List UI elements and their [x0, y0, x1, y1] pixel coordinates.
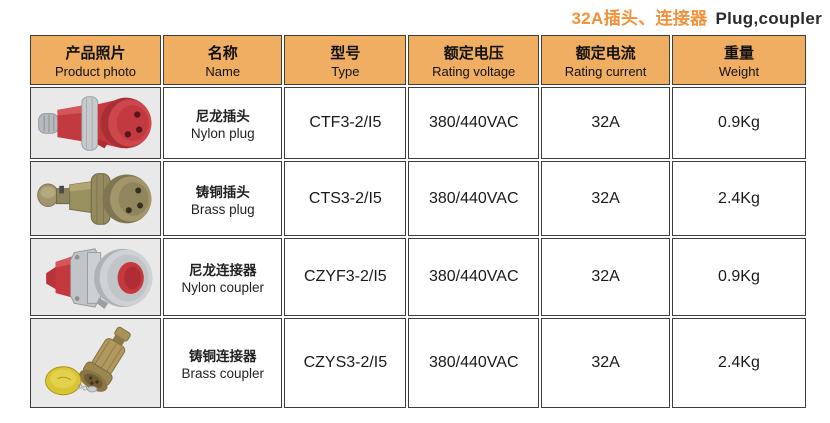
col-header-en: Rating voltage — [432, 63, 516, 79]
product-name-en: Brass coupler — [181, 366, 264, 381]
page-title-cn: 32A插头、连接器 — [571, 9, 708, 28]
col-header-cn: 额定电压 — [443, 44, 504, 62]
col-header-en: Rating current — [564, 63, 647, 79]
product-name-en: Nylon plug — [190, 126, 255, 141]
product-name-cell: 铸铜插头 Brass plug — [162, 161, 283, 236]
col-header-en: Name — [205, 63, 241, 79]
col-header-type: 型号 Type — [284, 35, 407, 85]
product-name-cell: 尼龙连接器 Nylon coupler — [162, 238, 283, 316]
product-type-cell: CZYF3-2/I5 — [284, 238, 407, 316]
table-row: 尼龙插头 Nylon plug CTF3-2/I5 380/440VAC 32A… — [30, 87, 806, 159]
product-voltage-cell: 380/440VAC — [408, 87, 540, 159]
product-current-cell: 32A — [541, 161, 670, 236]
brass-coupler-photo — [45, 326, 132, 396]
product-name-cn: 铸铜连接器 — [188, 349, 257, 364]
product-current-cell: 32A — [541, 87, 670, 159]
product-photo-cell — [30, 87, 161, 159]
product-voltage-cell: 380/440VAC — [408, 161, 540, 236]
col-header-rating-voltage: 额定电压 Rating voltage — [408, 35, 540, 85]
product-type-cell: CTF3-2/I5 — [284, 87, 407, 159]
col-header-cn: 型号 — [330, 44, 361, 62]
product-name-cell: 尼龙插头 Nylon plug — [162, 87, 283, 159]
brass-plug-photo — [37, 173, 152, 225]
product-type-cell: CZYS3-2/I5 — [284, 318, 407, 408]
col-header-en: Product photo — [55, 63, 136, 79]
product-name-cn: 尼龙连接器 — [188, 263, 257, 278]
product-current-cell: 32A — [541, 318, 670, 408]
product-spec-table: 产品照片 Product photo 名称 Name 型号 Type 额定电压 … — [28, 33, 808, 410]
product-photo-cell — [30, 318, 161, 408]
nylon-plug-photo — [38, 96, 152, 151]
col-header-cn: 产品照片 — [65, 44, 126, 62]
product-name-cell: 铸铜连接器 Brass coupler — [162, 318, 283, 408]
product-name-cn: 尼龙插头 — [195, 109, 250, 124]
table-row: 铸铜插头 Brass plug CTS3-2/I5 380/440VAC 32A… — [30, 161, 806, 236]
col-header-cn: 名称 — [207, 44, 238, 62]
col-header-product-photo: 产品照片 Product photo — [30, 35, 161, 85]
col-header-weight: 重量 Weight — [671, 35, 806, 85]
product-name-cn: 铸铜插头 — [195, 184, 250, 200]
product-voltage-cell: 380/440VAC — [408, 318, 540, 408]
product-name-en: Brass plug — [190, 201, 255, 217]
product-voltage-cell: 380/440VAC — [408, 238, 540, 316]
page-title-en: Plug,coupler — [715, 9, 822, 28]
product-weight-cell: 2.4Kg — [671, 318, 806, 408]
product-table-wrapper: 产品照片 Product photo 名称 Name 型号 Type 额定电压 … — [28, 33, 808, 410]
nylon-coupler-photo — [46, 248, 153, 309]
product-weight-cell: 0.9Kg — [671, 238, 806, 316]
page-title: 32A插头、连接器 Plug,coupler — [572, 4, 822, 29]
product-name-en: Nylon coupler — [181, 280, 264, 295]
col-header-en: Weight — [718, 63, 760, 79]
product-photo-cell — [30, 238, 161, 316]
product-weight-cell: 0.9Kg — [671, 87, 806, 159]
col-header-name: 名称 Name — [162, 35, 283, 85]
product-type-cell: CTS3-2/I5 — [284, 161, 407, 236]
table-row: 尼龙连接器 Nylon coupler CZYF3-2/I5 380/440VA… — [30, 238, 806, 316]
product-weight-cell: 2.4Kg — [671, 161, 806, 236]
product-current-cell: 32A — [541, 238, 670, 316]
table-header-row: 产品照片 Product photo 名称 Name 型号 Type 额定电压 … — [30, 35, 806, 85]
col-header-rating-current: 额定电流 Rating current — [541, 35, 670, 85]
col-header-cn: 额定电流 — [575, 44, 636, 62]
col-header-en: Type — [331, 63, 360, 79]
col-header-cn: 重量 — [723, 44, 754, 62]
product-photo-cell — [30, 161, 161, 236]
table-row: 铸铜连接器 Brass coupler CZYS3-2/I5 380/440VA… — [30, 318, 806, 408]
